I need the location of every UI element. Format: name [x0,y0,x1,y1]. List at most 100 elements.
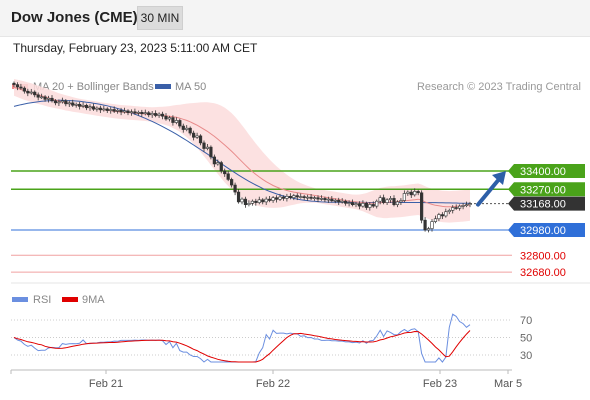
candle-body-118 [420,192,424,221]
candle-body-100 [357,203,362,207]
price-level-tag-0 [508,164,585,178]
price-levels [11,170,512,273]
candle-body-91 [326,198,330,201]
candlesticks [12,81,472,233]
candle-body-83 [299,196,303,198]
rsi-legend-label: RSI [33,294,51,306]
candle-body-0 [12,82,16,85]
candle-body-82 [295,195,299,198]
ma50-legend-label: MA 50 [175,81,206,93]
candle-body-106 [378,197,382,202]
candle-body-52 [192,132,196,138]
candle-body-67 [243,198,248,206]
candle-body-44 [164,115,168,120]
rsi-axis-label-70: 70 [520,315,532,327]
candle-body-66 [240,198,244,203]
candle-body-80 [288,195,292,198]
copyright-label: Research © 2023 Trading Central [417,81,581,93]
forecast-arrow-shaft [476,176,502,207]
forecast-arrow [476,171,506,207]
candle-body-60 [219,162,223,172]
candle-body-17 [71,102,75,106]
price-level-tag-1 [508,182,585,197]
candle-body-97 [347,202,351,204]
candle-body-32 [122,110,127,113]
candle-body-95 [340,200,344,203]
time-axis: Feb 21 Feb 22 Feb 23 Mar 5 [10,370,522,390]
candle-body-131 [464,204,469,207]
candle-body-55 [202,142,206,149]
candle-body-129 [458,205,462,209]
candle-body-5 [29,91,33,94]
candle-body-20 [81,104,85,107]
candle-body-89 [319,198,324,200]
candle-body-87 [312,197,317,199]
candle-body-72 [261,199,265,203]
candle-body-51 [188,127,192,134]
candle-body-35 [133,111,137,114]
candle-body-123 [437,214,441,220]
candle-body-49 [181,125,185,130]
candle-body-125 [444,211,448,217]
candle-body-6 [33,91,37,96]
rsi-indicator: 30 50 70 [11,313,532,363]
candle-body-59 [216,162,220,165]
candle-body-18 [74,103,78,106]
candle-body-40 [150,113,154,116]
price-level-tag-2 [508,196,585,211]
candle-body-127 [451,207,455,211]
chart-header: Dow Jones (CME) 30 MIN [0,0,590,37]
price-level-label-3: 32980.00 [520,225,566,237]
time-tick-label-3: Mar 5 [494,378,522,390]
candle-body-63 [230,179,234,186]
candle-body-65 [236,191,241,203]
candle-body-23 [91,106,96,110]
price-level-label-4: 32800.00 [520,250,566,262]
candle-body-112 [399,200,403,203]
candle-body-21 [84,104,89,109]
candle-body-111 [395,201,400,206]
rsi-legend-swatch [12,297,28,302]
candle-body-85 [306,196,310,199]
candle-body-74 [268,198,272,201]
candle-body-36 [136,111,140,114]
candle-body-33 [126,110,130,114]
candle-body-25 [98,107,102,111]
candle-body-3 [22,87,26,92]
candle-body-8 [40,96,44,99]
candle-body-11 [50,97,54,102]
candle-body-15 [64,100,68,105]
candle-body-71 [257,199,261,203]
candle-body-53 [195,135,199,138]
candle-body-102 [364,203,368,208]
candle-body-122 [433,218,438,222]
candle-body-96 [344,200,348,204]
candle-body-115 [409,191,413,196]
candle-body-58 [212,156,216,165]
rsi-axis-label-50: 50 [520,333,532,345]
candle-body-29 [112,109,116,112]
candle-body-130 [461,205,465,207]
time-tick-label-2: Feb 23 [423,378,457,390]
chart-datetime: Thursday, February 23, 2023 5:11:00 AM C… [13,41,258,55]
candle-body-110 [392,198,396,206]
candle-body-105 [375,200,379,207]
timeframe-button[interactable]: 30 MIN [137,6,183,30]
candle-body-99 [354,203,358,206]
candle-body-62 [226,173,230,180]
candle-body-14 [60,100,64,103]
candle-body-46 [171,117,175,123]
rsi-axis-label-30: 30 [520,350,532,362]
candle-body-79 [285,195,289,199]
price-level-label-5: 32680.00 [520,267,566,279]
candle-body-113 [402,193,406,201]
candle-body-16 [67,102,71,105]
candle-body-27 [105,108,109,111]
price-level-label-0: 33400.00 [520,166,566,178]
time-tick-label-0: Feb 21 [89,378,123,390]
candle-body-42 [157,113,161,116]
candle-body-76 [274,197,279,200]
candle-body-1 [15,84,20,88]
candle-body-92 [330,198,334,202]
